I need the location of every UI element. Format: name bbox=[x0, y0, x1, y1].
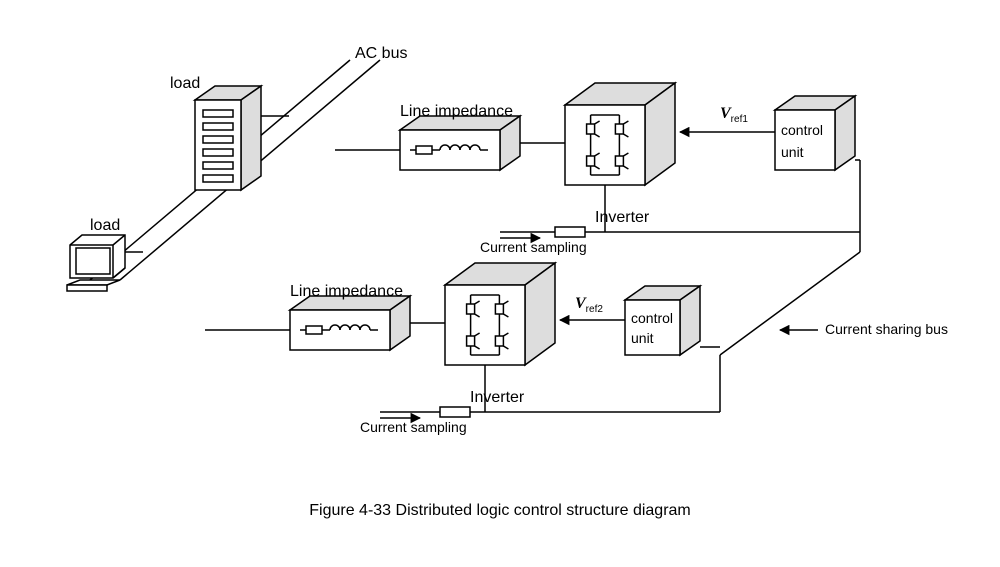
svg-text:control: control bbox=[781, 122, 823, 138]
svg-text:Vref2: Vref2 bbox=[575, 295, 603, 315]
svg-text:unit: unit bbox=[631, 330, 654, 346]
svg-text:control: control bbox=[631, 310, 673, 326]
svg-text:Line impedance: Line impedance bbox=[290, 283, 403, 300]
svg-text:unit: unit bbox=[781, 144, 804, 160]
svg-text:load: load bbox=[170, 75, 200, 92]
svg-text:Vref1: Vref1 bbox=[720, 105, 748, 125]
svg-text:AC bus: AC bus bbox=[355, 45, 407, 62]
svg-text:Line impedance: Line impedance bbox=[400, 103, 513, 120]
svg-text:Inverter: Inverter bbox=[595, 209, 650, 226]
svg-text:load: load bbox=[90, 217, 120, 234]
svg-text:Current sharing bus: Current sharing bus bbox=[825, 321, 948, 337]
svg-text:Current sampling: Current sampling bbox=[360, 419, 467, 435]
svg-text:Inverter: Inverter bbox=[470, 389, 525, 406]
svg-text:Figure 4-33 Distributed logic: Figure 4-33 Distributed logic control st… bbox=[309, 502, 691, 519]
svg-text:Current sampling: Current sampling bbox=[480, 239, 587, 255]
